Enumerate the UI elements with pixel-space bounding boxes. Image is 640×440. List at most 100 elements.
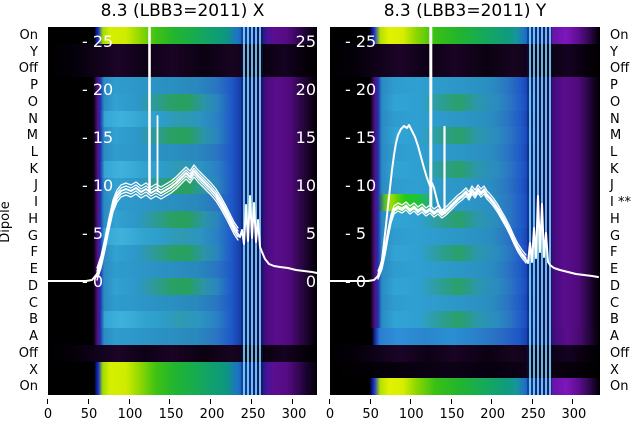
scale-tick-label: - 10 [345,176,377,195]
x-tick-label: 50 [362,407,379,422]
row-label: C [610,295,620,311]
heatmap-row [330,278,600,295]
vertical-stripe-band [527,27,552,395]
row-label: J [34,178,38,194]
scale-tick-label: 0 [305,272,316,291]
heatmap-row [48,43,317,61]
scale-tick-label: 15 [295,128,316,147]
scale-tick-label: - 25 [345,32,377,51]
row-label: E [29,262,38,278]
row-label: L [610,145,618,160]
heatmap-row [330,361,600,379]
heatmap-row [48,311,317,329]
row-label: Off [610,345,630,361]
row-label: K [610,161,619,177]
x-tick-label: 250 [520,407,546,422]
scale-tick-label: - 15 [345,128,377,147]
heatmap-row [48,93,317,111]
x-tick-label: 200 [199,407,225,422]
row-label: L [30,145,38,160]
row-label: P [30,78,38,94]
row-label: C [28,295,38,311]
x-tick-label: 150 [158,407,184,422]
heatmap-row [330,294,600,312]
panel-title-y: 8.3 (LBB3=2011) Y [383,1,547,21]
row-label: B [29,312,38,328]
heatmap-row [330,60,600,78]
row-labels-right: On Y Off P O N M L K J I ** H G F E D C … [610,27,640,395]
scale-tick-label: - 10 [82,176,114,195]
x-axis-labels-right: 0 50 100 150 200 250 300 [315,407,589,422]
row-label: E [610,262,619,278]
row-label: F [610,245,618,261]
scale-tick-label: 20 [295,80,316,99]
row-label: On [19,27,38,43]
heatmap-row [48,294,317,312]
heatmap-row [330,93,600,111]
heatmap-row [48,60,317,78]
heatmap-row [330,27,600,44]
x-axis-labels-left: 0 50 100 150 200 250 300 [33,407,309,422]
row-label: M [610,128,622,144]
scale-tick-label: - 5 [345,224,367,243]
scale-tick-label: - 0 [345,272,367,291]
x-tick-label: 100 [398,407,424,422]
heatmap-row [48,361,317,379]
row-label: K [29,161,38,177]
x-tick-label: 250 [240,407,266,422]
heatmap-row [48,144,317,161]
row-label: X [610,362,619,378]
row-label: Y [610,44,618,60]
scale-tick-label: 25 [295,32,316,51]
heatmap-row [330,344,600,362]
heatmap-row [330,43,600,61]
overlay-scale-right-panel-left: - 25 - 20 - 15 - 10 - 5 - 0 [345,18,391,306]
scale-tick-label: - 25 [82,32,114,51]
x-axis-ticks-right [329,399,573,404]
scale-tick-label: 10 [295,176,316,195]
row-label: On [610,27,629,43]
row-label: J [610,178,614,194]
row-label: Off [18,345,38,361]
heatmap-row [48,127,317,145]
row-label: H [28,211,38,227]
overlay-scale-left-panel-left: - 25 - 20 - 15 - 10 - 5 - 0 [82,18,128,306]
row-label: A [29,329,38,345]
heatmap-row [48,344,317,362]
vertical-stripe-band [241,27,263,395]
row-label: G [27,228,38,244]
row-label: Off [18,61,38,77]
row-label: D [27,278,38,294]
row-label: G [610,228,621,244]
x-tick-label: 100 [117,407,143,422]
heatmap-row [48,77,317,94]
heatmap-row [48,328,317,345]
heatmap-row [330,311,600,329]
scale-tick-label: - 0 [82,272,104,291]
scale-tick-label: - 15 [82,128,114,147]
row-label: Y [30,44,38,60]
heatmap-row [48,27,317,44]
row-label: M [26,128,38,144]
row-label: Off [610,61,630,77]
row-label: On [610,379,629,395]
overlay-scale-left-panel-right: 25 20 15 10 5 0 [276,18,316,306]
x-tick-label: 50 [80,407,98,422]
row-label: A [610,329,619,345]
row-label: O [27,94,38,110]
row-label: X [29,362,38,378]
row-label: D [610,278,621,294]
row-label: N [28,111,38,127]
row-label: F [30,245,38,261]
x-tick-label: 0 [43,407,53,422]
row-label: B [610,312,619,328]
x-tick-label: 0 [325,407,335,422]
scale-tick-label: - 5 [82,224,104,243]
row-label: I [34,195,38,211]
x-tick-label: 300 [561,407,587,422]
x-tick-label: 300 [281,407,307,422]
row-label-i-starred: I ** [610,195,631,211]
heatmap-row [330,110,600,128]
x-axis-ticks-left [47,399,293,404]
